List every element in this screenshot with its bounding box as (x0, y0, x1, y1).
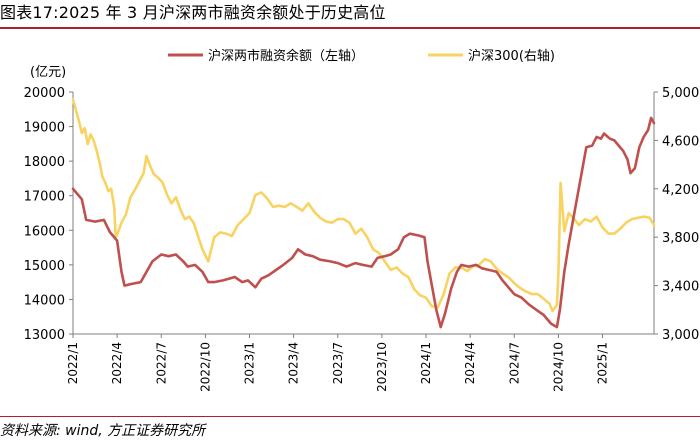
left-tick-label: 18000 (24, 155, 65, 170)
x-tick-label: 2023/4 (287, 342, 301, 384)
right-tick-label: 3,400 (662, 280, 699, 295)
dual-axis-line-chart: (亿元) 13000 14000 15000 16000 17000 18000 19000… (24, 48, 700, 392)
figure-title: 图表17:2025 年 3 月沪深两市融资余额处于历史高位 (0, 3, 386, 22)
margin-balance-line (71, 116, 656, 329)
x-tick-label: 2024/10 (551, 342, 565, 392)
left-tick-label: 17000 (24, 190, 65, 205)
right-tick-label: 4,600 (662, 134, 699, 149)
source-note: 资料来源: wind, 方正证券研究所 (0, 423, 206, 439)
source-divider (0, 416, 700, 417)
x-tick-label: 2023/1 (243, 342, 257, 384)
left-tick-label: 14000 (24, 293, 65, 308)
x-tick-label: 2022/1 (66, 342, 80, 384)
legend-label-csi300: 沪深300(右轴) (468, 48, 555, 64)
right-tick-label: 3,800 (662, 231, 699, 246)
axes (72, 92, 655, 335)
x-tick-label: 2024/4 (463, 342, 477, 384)
x-tick-label: 2025/1 (596, 342, 610, 384)
left-tick-label: 13000 (24, 328, 65, 343)
left-tick-label: 16000 (24, 224, 65, 239)
gridlines (69, 91, 658, 338)
x-tick-label: 2023/7 (331, 342, 345, 384)
right-tick-label: 4,200 (662, 183, 699, 198)
title-divider (0, 27, 700, 29)
csi300-line (71, 98, 656, 313)
x-tick-label: 2024/1 (419, 342, 433, 384)
left-axis-tick-labels: 13000 14000 15000 16000 17000 18000 19000 20000 (24, 86, 65, 343)
left-tick-label: 20000 (24, 86, 65, 101)
legend: 沪深两市融资余额（左轴） 沪深300(右轴) (168, 48, 555, 64)
left-tick-label: 15000 (24, 259, 65, 274)
x-tick-label: 2022/7 (154, 342, 168, 384)
x-axis-tick-labels: 2022/1 2022/4 2022/7 2022/10 2023/1 2023/4 202… (66, 342, 610, 392)
x-tick-label: 2024/7 (507, 342, 521, 384)
x-tick-label: 2022/4 (110, 342, 124, 384)
left-tick-label: 19000 (24, 121, 65, 136)
right-tick-label: 3,000 (662, 328, 699, 343)
x-tick-label: 2022/10 (198, 342, 212, 392)
series-lines (71, 98, 656, 329)
right-tick-label: 5,000 (662, 86, 699, 101)
right-axis-tick-labels: 3,000 3,400 3,800 4,200 4,600 5,000 (662, 86, 699, 343)
left-axis-unit-label: (亿元) (30, 65, 66, 80)
x-tick-label: 2023/10 (375, 342, 389, 392)
legend-label-margin-balance: 沪深两市融资余额（左轴） (208, 48, 364, 64)
